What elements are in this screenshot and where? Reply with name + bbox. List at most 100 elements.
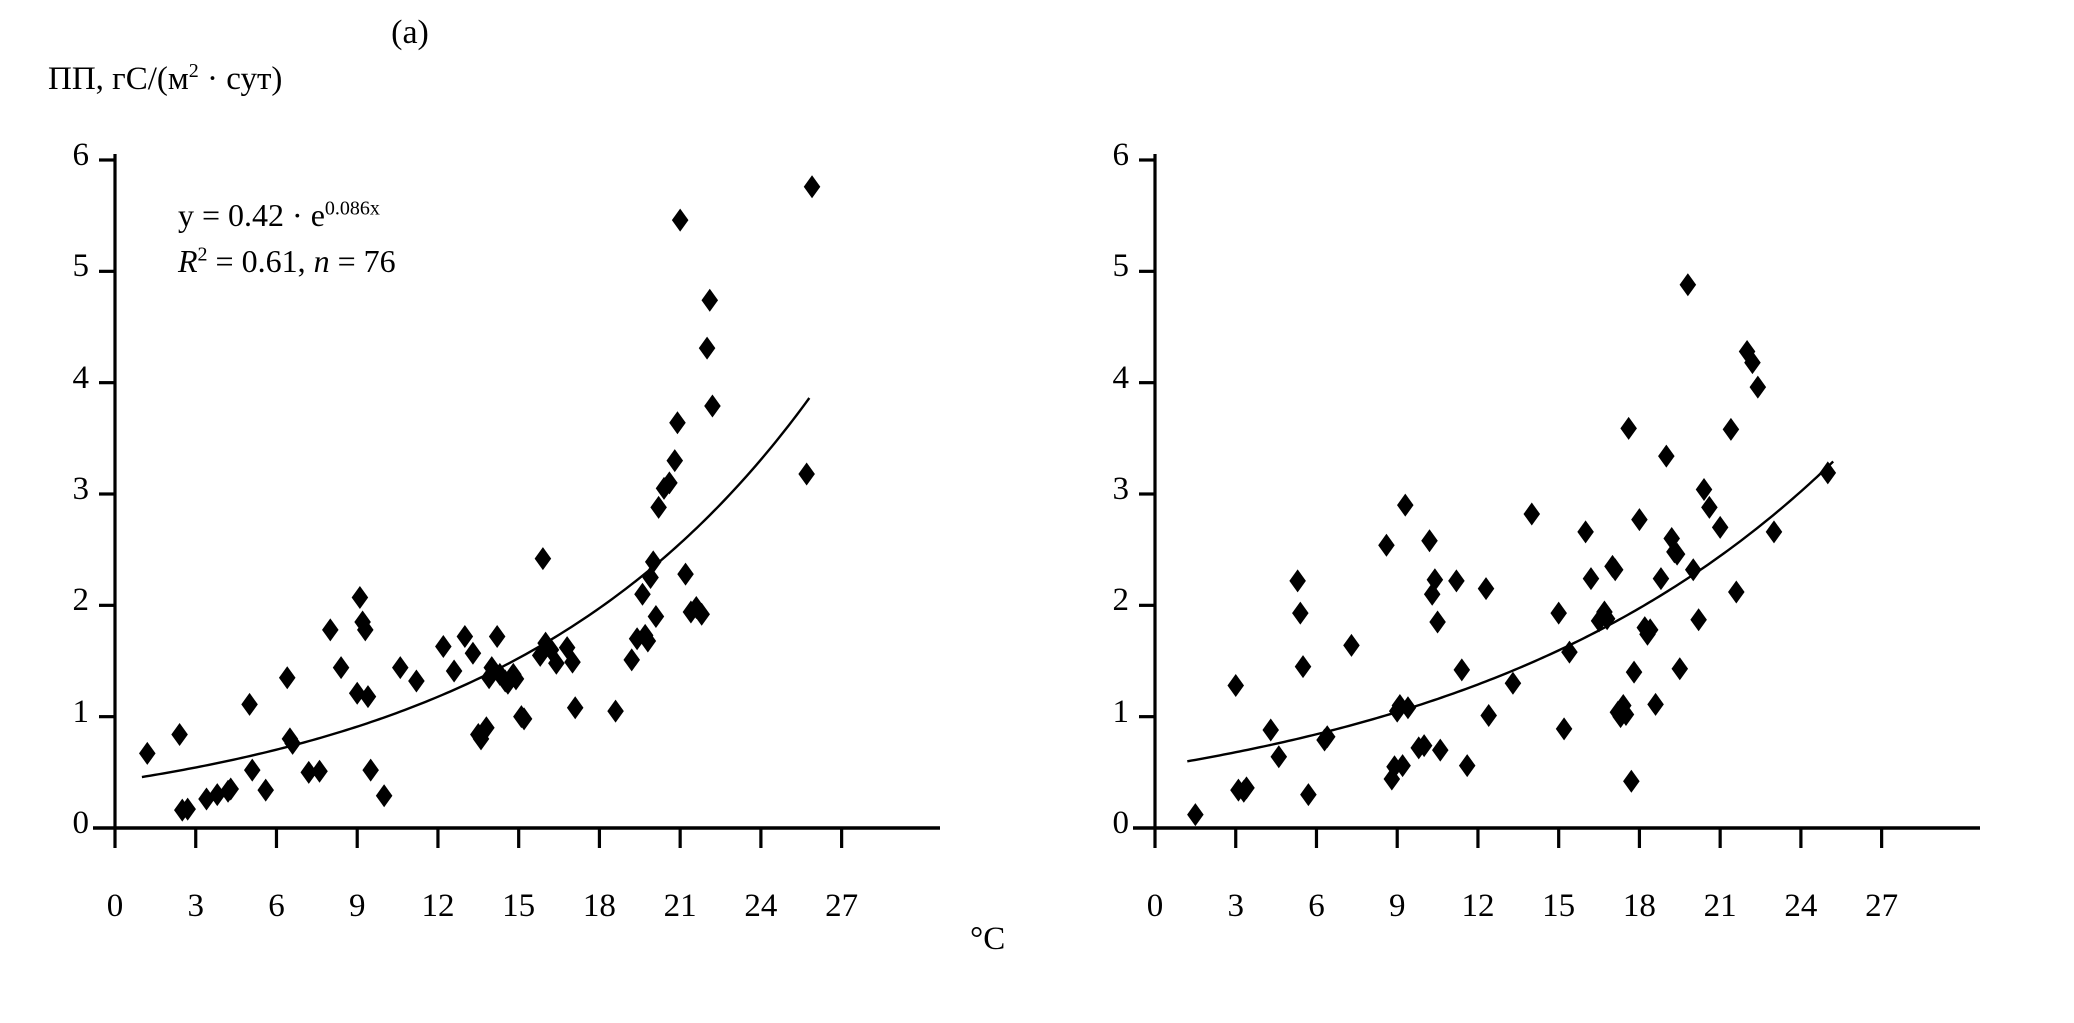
- data-point-marker: [1561, 640, 1578, 664]
- data-point-marker: [1318, 725, 1336, 749]
- data-point-marker: [1582, 567, 1600, 591]
- x-tick-label: 3: [187, 888, 204, 924]
- data-point-marker: [1679, 273, 1697, 297]
- panel-b-axes: [1133, 154, 1980, 848]
- y-axis-title-main: ПП, гС/(м: [48, 61, 189, 97]
- x-tick-label: 15: [502, 888, 536, 924]
- data-point-marker: [208, 783, 226, 807]
- data-point-marker: [507, 667, 525, 691]
- data-point-marker: [1386, 755, 1403, 779]
- data-point-marker: [698, 336, 716, 360]
- data-point-marker: [677, 562, 694, 586]
- x-tick-label: 18: [582, 888, 616, 924]
- data-point-marker: [1668, 542, 1686, 566]
- y-axis-title-exponent: 2: [188, 60, 199, 82]
- data-point-marker: [348, 681, 366, 705]
- x-tick-label: 0: [1146, 888, 1164, 924]
- data-point-marker: [1300, 783, 1317, 807]
- data-point-marker: [1397, 493, 1414, 517]
- data-point-marker: [357, 618, 374, 642]
- data-point-marker: [1663, 527, 1680, 551]
- panel-b: (б) ПП, гС/(м2 · сут) y = 0.55 · e0.071x…: [1037, 0, 2074, 1023]
- x-tick-label: 6: [1308, 888, 1325, 924]
- y-tick-label: 0: [72, 805, 90, 841]
- data-point-marker: [642, 566, 659, 589]
- data-point-marker: [1671, 657, 1689, 681]
- x-tick-label: 3: [1227, 888, 1244, 924]
- y-tick-label: 6: [72, 137, 90, 173]
- data-point-marker: [1394, 754, 1411, 778]
- y-tick-label: 2: [1112, 582, 1130, 619]
- data-point-marker: [472, 727, 490, 751]
- data-point-marker: [1294, 655, 1312, 679]
- data-point-marker: [1270, 745, 1288, 769]
- panel-a: (a) ПП, гС/(м2 · сут) y = 0.42 · e0.086x…: [48, 14, 1005, 957]
- x-tick-label: 18: [1622, 888, 1656, 924]
- r-squared-value: = 0.61,: [207, 243, 314, 280]
- data-point-marker: [391, 656, 409, 680]
- data-point-marker: [179, 797, 196, 821]
- data-point-marker: [1819, 461, 1837, 485]
- data-point-marker: [1728, 580, 1745, 604]
- data-point-marker: [351, 586, 369, 610]
- data-point-marker: [1523, 502, 1541, 526]
- panel-a-fit-curve: [141, 397, 811, 779]
- y-tick-label: 5: [72, 248, 90, 285]
- data-point-marker: [488, 625, 506, 649]
- x-tick-label: 6: [268, 888, 285, 924]
- data-point-marker: [1623, 769, 1640, 793]
- data-point-marker: [375, 784, 393, 808]
- x-tick-label: 27: [825, 888, 859, 924]
- data-point-marker: [1617, 702, 1635, 726]
- data-point-marker: [257, 778, 274, 802]
- data-point-marker: [1695, 478, 1713, 502]
- data-point-marker: [1647, 692, 1664, 716]
- data-point-marker: [1684, 558, 1702, 582]
- data-point-marker: [644, 550, 662, 574]
- x-tick-label: 9: [1388, 888, 1406, 924]
- y-axis-title-tail: · сут): [198, 61, 283, 97]
- data-point-marker: [650, 495, 667, 519]
- data-point-marker: [1458, 754, 1476, 778]
- data-point-marker: [1711, 515, 1729, 539]
- data-point-marker: [1652, 567, 1670, 591]
- x-tick-label: 9: [348, 888, 366, 924]
- y-tick-label: 4: [1112, 359, 1130, 396]
- y-tick-label: 1: [72, 693, 90, 730]
- data-point-marker: [1431, 738, 1449, 762]
- panel-b-fit-curve: [1187, 460, 1835, 763]
- data-point-marker: [456, 625, 474, 649]
- panel-b-data-points: [1187, 273, 1837, 827]
- data-point-marker: [1391, 694, 1409, 718]
- data-point-marker: [1399, 696, 1417, 720]
- data-point-marker: [701, 288, 719, 312]
- data-point-marker: [332, 656, 350, 680]
- data-point-marker: [362, 758, 379, 782]
- panel-a-data-points: [139, 175, 821, 822]
- data-point-marker: [222, 777, 240, 801]
- data-point-marker: [548, 651, 565, 675]
- data-point-marker: [1227, 673, 1245, 697]
- n-value: = 76: [329, 243, 396, 280]
- x-tick-label: 21: [1703, 888, 1737, 924]
- data-point-marker: [623, 648, 640, 672]
- data-point-marker: [1415, 734, 1433, 758]
- data-point-marker: [693, 602, 710, 626]
- data-point-marker: [408, 669, 425, 693]
- data-point-marker: [564, 650, 581, 674]
- x-tick-label: 0: [106, 888, 124, 924]
- data-point-marker: [1606, 558, 1624, 582]
- data-point-marker: [1448, 569, 1465, 593]
- x-tick-label: 12: [421, 888, 455, 924]
- data-point-marker: [1690, 608, 1707, 632]
- panel-b-plot: [1133, 154, 1980, 848]
- x-tick-label: 24: [1784, 888, 1818, 924]
- data-point-marker: [480, 666, 498, 690]
- data-point-marker: [566, 696, 584, 720]
- data-point-marker: [1555, 717, 1573, 741]
- data-point-marker: [241, 692, 258, 716]
- y-tick-label: 6: [1112, 137, 1130, 173]
- panel-a-equation: y = 0.42 · e0.086x R2 = 0.61, n = 76: [178, 192, 396, 285]
- data-point-marker: [478, 716, 495, 740]
